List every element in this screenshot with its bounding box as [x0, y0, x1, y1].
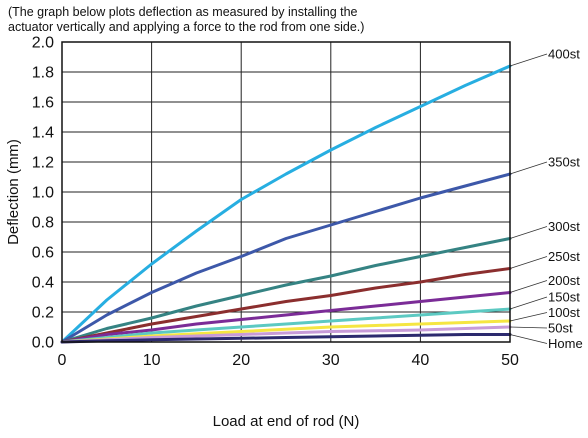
series-line-350st: [60, 172, 512, 344]
y-tick-label: 1.4: [32, 125, 54, 142]
series-label-100st: 100st: [548, 305, 580, 320]
plot-frame: [61, 41, 511, 343]
grid: [62, 42, 510, 342]
series-label-150st: 150st: [548, 290, 580, 305]
y-tick-label: 1.6: [32, 95, 54, 112]
y-tick-label: 0.8: [32, 215, 54, 232]
leader-line: [509, 53, 548, 67]
x-tick-label: 30: [322, 352, 340, 369]
axis-ticks: 0 10 20 30 40 50 0.0 0.2 0.4 0.6 0.8 1.0 1.2 1.4 1.6 1.…: [32, 35, 519, 370]
series-label-home: Home: [548, 336, 583, 351]
series-line-200st: [60, 291, 512, 344]
x-tick-label: 20: [232, 352, 250, 369]
leader-line: [509, 280, 548, 293]
series-line-250st: [60, 267, 512, 344]
series-labels: 400st 350st 300st 250st 200st 150st100st50stH…: [509, 47, 583, 351]
series-lines: [60, 64, 512, 344]
series-line-home: [60, 333, 512, 344]
series-label-200st: 200st: [548, 273, 580, 288]
leader-line: [509, 226, 548, 239]
series-label-300st: 300st: [548, 219, 580, 234]
x-tick-label: 40: [412, 352, 430, 369]
leader-line: [509, 256, 548, 269]
leader-line: [509, 161, 548, 175]
x-tick-label: 0: [58, 352, 67, 369]
series-line-300st: [60, 237, 512, 344]
y-axis-title: Deflection (mm): [5, 139, 22, 245]
x-tick-label: 10: [143, 352, 161, 369]
y-tick-label: 0.0: [32, 335, 54, 352]
y-tick-label: 1.8: [32, 65, 54, 82]
subtitle-line-2: actuator vertically and applying a force…: [8, 20, 364, 34]
subtitle-line-1: (The graph below plots deflection as mea…: [8, 5, 358, 19]
series-label-400st: 400st: [548, 47, 580, 62]
series-line-50st: [60, 325, 512, 344]
leader-line: [509, 312, 548, 322]
y-tick-label: 0.2: [32, 305, 54, 322]
leader-line: [509, 334, 548, 344]
y-tick-label: 0.4: [32, 275, 54, 292]
y-tick-label: 2.0: [32, 35, 54, 52]
x-tick-label: 50: [501, 352, 519, 369]
y-tick-label: 1.2: [32, 155, 54, 172]
series-line-150st: [60, 307, 512, 344]
y-tick-label: 1.0: [32, 185, 54, 202]
y-tick-label: 0.6: [32, 245, 54, 262]
series-label-250st: 250st: [548, 249, 580, 264]
leader-line: [509, 326, 548, 329]
x-axis-title: Load at end of rod (N): [213, 413, 360, 430]
leader-line: [509, 296, 548, 310]
series-line-400st: [60, 64, 512, 344]
series-label-50st: 50st: [548, 321, 573, 336]
series-label-350st: 350st: [548, 155, 580, 170]
